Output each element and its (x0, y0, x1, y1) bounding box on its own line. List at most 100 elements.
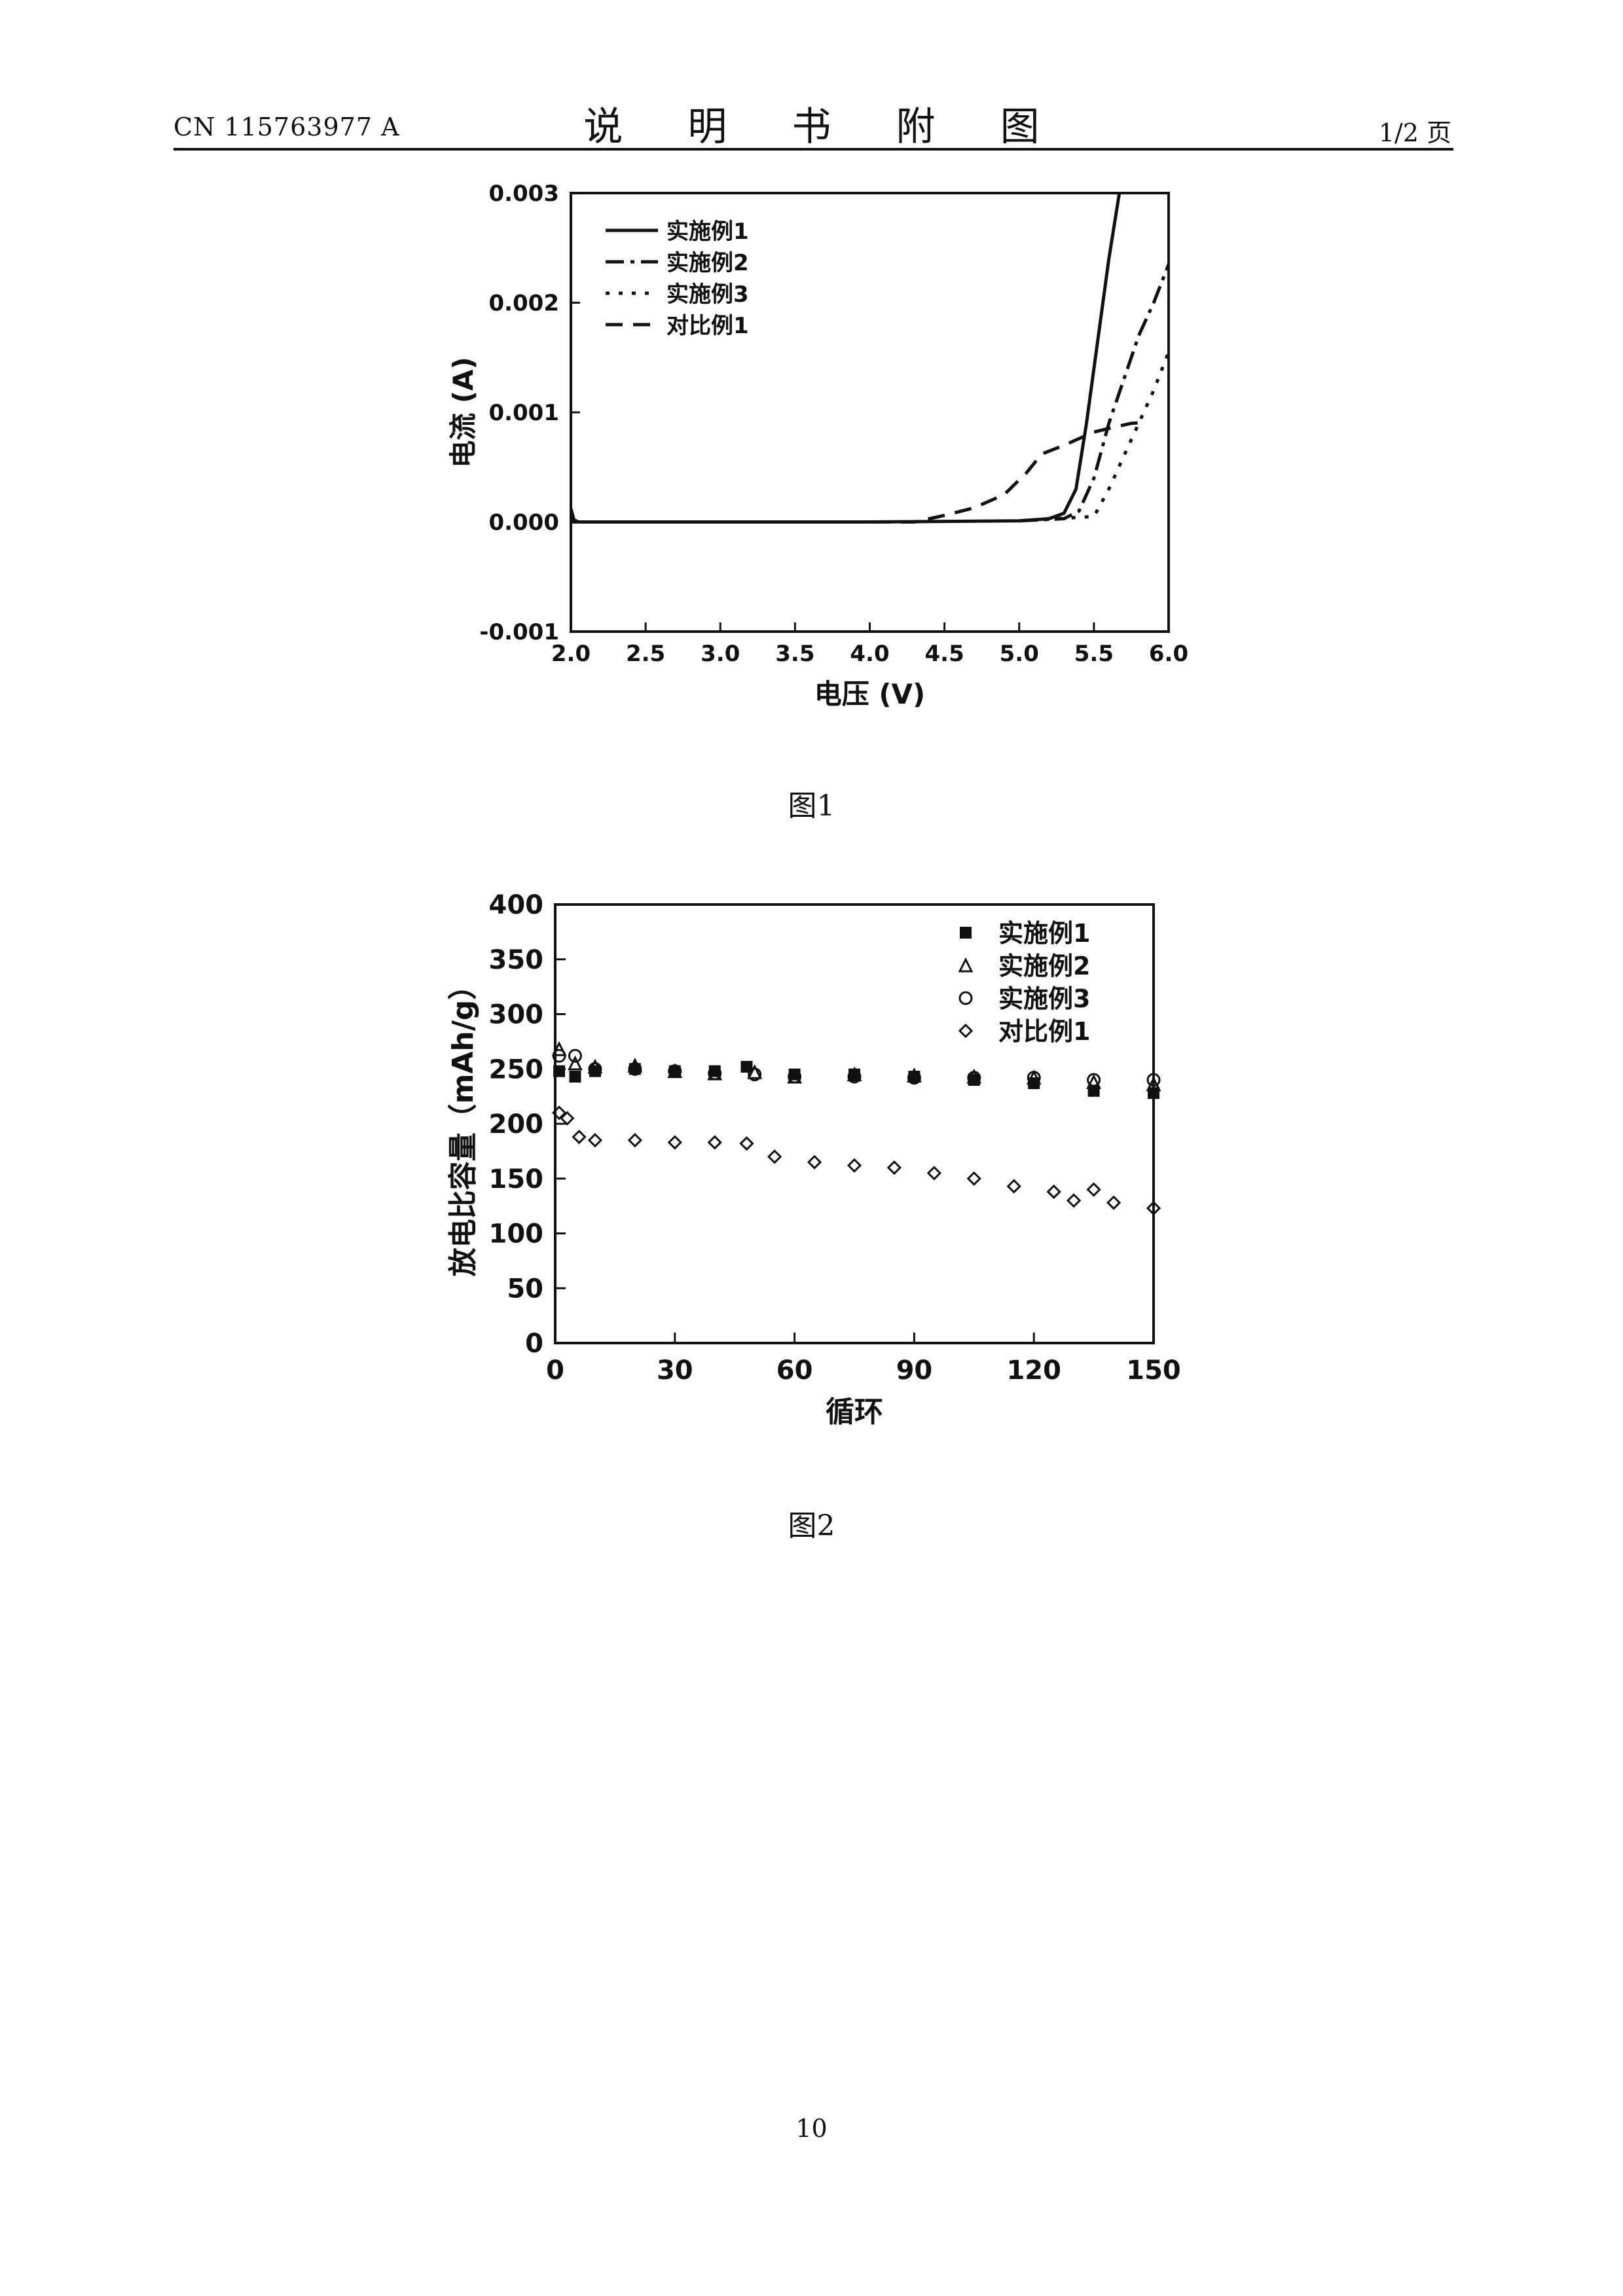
y-tick-label: 350 (489, 945, 544, 975)
x-tick-label: 2.5 (626, 641, 665, 667)
data-point (847, 1158, 862, 1173)
figure-1-chart: 2.0 2.5 3.0 3.5 4.0 4.5 5.0 5.5 6.0 -0.001 0.000 0.… (447, 181, 1188, 710)
data-point (1027, 1071, 1041, 1085)
legend-label: 实施例1 (998, 919, 1090, 948)
x-tick-label: 3.5 (775, 641, 814, 667)
data-point (551, 1041, 567, 1056)
x-tick-label: 60 (776, 1355, 813, 1386)
figure-1-caption: 图1 (788, 789, 835, 823)
data-point (747, 1064, 763, 1079)
series-2 (551, 1041, 1161, 1092)
data-point (568, 1055, 583, 1071)
data-point (906, 1067, 922, 1083)
data-point (1086, 1182, 1101, 1197)
figure-2-caption: 图2 (788, 1509, 835, 1543)
legend-label: 实施例2 (998, 952, 1090, 980)
page-number: 10 (795, 2114, 828, 2143)
legend-label: 实施例2 (666, 250, 749, 276)
page-title: 说 明 书 附 图 (583, 104, 1066, 150)
series-line-2 (1019, 263, 1169, 523)
data-point (1146, 1200, 1161, 1216)
data-point (886, 1160, 902, 1175)
page-of-count: 1/2 页 (1378, 118, 1451, 147)
data-point (967, 1071, 981, 1085)
legend-label: 实施例1 (666, 219, 749, 245)
data-point (807, 1155, 822, 1170)
data-point (587, 1133, 603, 1148)
data-point (1046, 1184, 1061, 1199)
data-point (553, 1065, 566, 1077)
data-point (627, 1133, 642, 1148)
series-4 (551, 1105, 1161, 1216)
data-point (668, 1065, 681, 1077)
data-point (551, 1105, 567, 1121)
data-point (667, 1135, 682, 1150)
y-axis-label: 放电比容量（mAh/g） (447, 971, 480, 1277)
x-tick-label: 6.0 (1149, 641, 1188, 667)
data-point (587, 1058, 603, 1074)
legend-label: 对比例1 (666, 313, 749, 339)
data-point (847, 1069, 862, 1084)
data-point (966, 1171, 981, 1186)
data-point (1067, 1193, 1082, 1208)
header-rule (173, 148, 1453, 151)
x-tick-label: 0 (546, 1355, 564, 1386)
figure-2-chart: 0 30 60 90 120 150 0 50 100 150 200 250 300 350 400 循环 放… (447, 890, 1181, 1429)
data-point (926, 1166, 941, 1181)
data-point (788, 1069, 802, 1084)
y-tick-label: 200 (489, 1109, 544, 1139)
y-axis-label: 电流 (A) (447, 357, 479, 468)
series-line-4 (571, 420, 1146, 524)
y-tick-label: 250 (489, 1054, 544, 1085)
data-point (847, 1066, 862, 1082)
x-tick-label: 120 (1006, 1355, 1061, 1386)
legend-label: 对比例1 (998, 1017, 1090, 1046)
data-point (740, 1060, 753, 1073)
y-tick-label: 0 (525, 1329, 543, 1359)
data-point (707, 1135, 722, 1150)
x-tick-label: 4.0 (850, 641, 889, 667)
x-tick-label: 3.0 (701, 641, 740, 667)
legend-label: 实施例3 (666, 281, 749, 308)
data-point (966, 1068, 982, 1084)
x-axis-label: 循环 (826, 1395, 883, 1429)
y-tick-label: 400 (489, 890, 544, 920)
legend-label: 实施例3 (998, 984, 1090, 1013)
data-point (1087, 1073, 1101, 1087)
x-tick-label: 5.5 (1074, 641, 1114, 667)
legend-marker (958, 991, 973, 1005)
patent-number: CN 115763977 A (173, 113, 400, 141)
data-point (1086, 1073, 1102, 1089)
data-point (767, 1149, 782, 1164)
series-3 (552, 1049, 1161, 1087)
data-point (1146, 1073, 1161, 1087)
x-tick-label: 150 (1126, 1355, 1181, 1386)
y-tick-label: 50 (507, 1274, 543, 1304)
data-point (569, 1070, 581, 1083)
data-point (748, 1067, 762, 1082)
data-point (907, 1071, 921, 1085)
y-tick-label: 0.003 (488, 181, 559, 207)
y-tick-label: 300 (489, 1000, 544, 1030)
y-tick-label: 0.002 (488, 291, 559, 317)
data-point (668, 1064, 682, 1079)
data-point (1006, 1179, 1021, 1194)
legend-marker (960, 927, 972, 939)
data-point (628, 1062, 642, 1076)
x-tick-label: 5.0 (1000, 641, 1039, 667)
x-tick-label: 2.0 (551, 641, 591, 667)
y-tick-label: 150 (489, 1164, 544, 1194)
x-axis-label: 电压 (V) (814, 678, 926, 710)
y-tick-label: 0.001 (488, 400, 559, 426)
data-point (1148, 1087, 1159, 1100)
legend-marker (958, 1023, 974, 1039)
data-point (708, 1066, 722, 1081)
x-tick-label: 90 (896, 1355, 933, 1386)
data-point (1106, 1195, 1122, 1210)
x-tick-label: 30 (657, 1355, 693, 1386)
data-point (568, 1049, 582, 1063)
data-point (572, 1129, 587, 1145)
y-tick-label: 100 (489, 1219, 544, 1249)
legend-marker (958, 957, 974, 973)
data-point (560, 1111, 575, 1126)
